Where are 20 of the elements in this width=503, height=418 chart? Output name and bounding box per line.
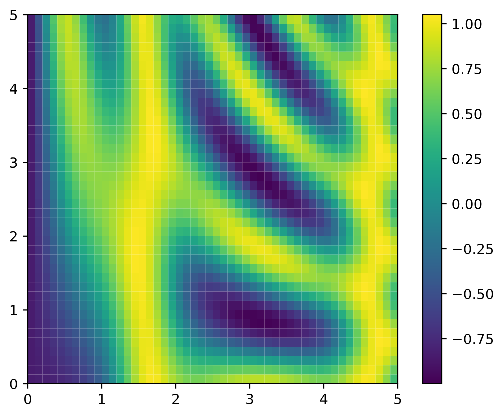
color-bar-label: −0.25 — [453, 244, 494, 254]
y-tick-label: 4 — [10, 84, 18, 94]
color-bar-label: 0.75 — [452, 64, 482, 74]
y-tick-label: 2 — [10, 231, 17, 242]
color-bar-label: 0.00 — [452, 198, 482, 210]
x-tick-label: 0 — [24, 394, 32, 404]
color-bar-label: 0.50 — [452, 108, 482, 120]
color-bar-label: 1.00 — [453, 18, 482, 30]
y-tick-label: 1 — [10, 305, 17, 316]
x-tick-label: 5 — [394, 394, 402, 404]
y-tick-label: 3 — [10, 158, 18, 168]
color-bar-label: −0.50 — [453, 288, 494, 300]
color-bar-label: −0.75 — [453, 334, 494, 344]
x-tick-label: 2 — [172, 394, 180, 404]
color-bar-label: 0.25 — [452, 154, 482, 164]
y-tick-label: 5 — [10, 10, 18, 20]
y-tick-label: 0 — [10, 378, 18, 390]
x-tick-label: 1 — [99, 394, 106, 404]
x-tick-label: 3 — [246, 394, 254, 404]
x-tick-label: 4 — [320, 394, 328, 404]
